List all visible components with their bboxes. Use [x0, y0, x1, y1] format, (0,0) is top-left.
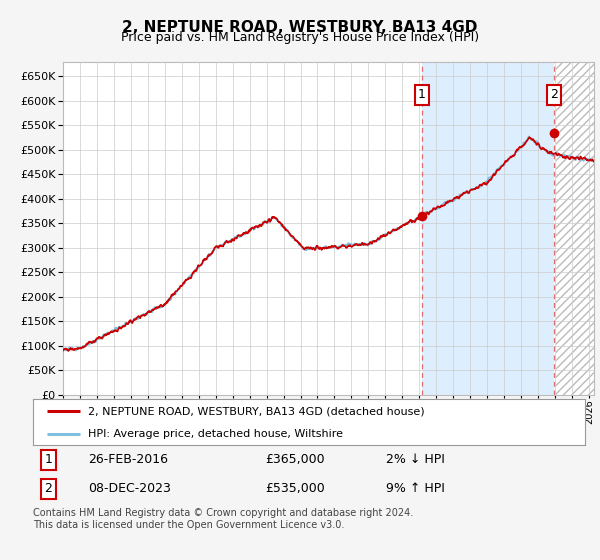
Text: 2: 2 — [44, 482, 52, 496]
Text: 1: 1 — [418, 88, 426, 101]
Bar — [556, 62, 594, 395]
Text: Price paid vs. HM Land Registry's House Price Index (HPI): Price paid vs. HM Land Registry's House … — [121, 31, 479, 44]
Text: 2% ↓ HPI: 2% ↓ HPI — [386, 453, 445, 466]
Text: 2, NEPTUNE ROAD, WESTBURY, BA13 4GD: 2, NEPTUNE ROAD, WESTBURY, BA13 4GD — [122, 20, 478, 35]
Text: £535,000: £535,000 — [265, 482, 325, 496]
Text: 2, NEPTUNE ROAD, WESTBURY, BA13 4GD (detached house): 2, NEPTUNE ROAD, WESTBURY, BA13 4GD (det… — [88, 406, 425, 416]
Text: 2: 2 — [550, 88, 557, 101]
Text: 9% ↑ HPI: 9% ↑ HPI — [386, 482, 445, 496]
Bar — [556, 62, 594, 395]
Text: 1: 1 — [44, 453, 52, 466]
Bar — [422, 62, 554, 395]
Text: Contains HM Land Registry data © Crown copyright and database right 2024.
This d: Contains HM Land Registry data © Crown c… — [33, 508, 413, 530]
Text: HPI: Average price, detached house, Wiltshire: HPI: Average price, detached house, Wilt… — [88, 428, 343, 438]
Text: £365,000: £365,000 — [265, 453, 325, 466]
Text: 08-DEC-2023: 08-DEC-2023 — [88, 482, 171, 496]
Text: 26-FEB-2016: 26-FEB-2016 — [88, 453, 168, 466]
